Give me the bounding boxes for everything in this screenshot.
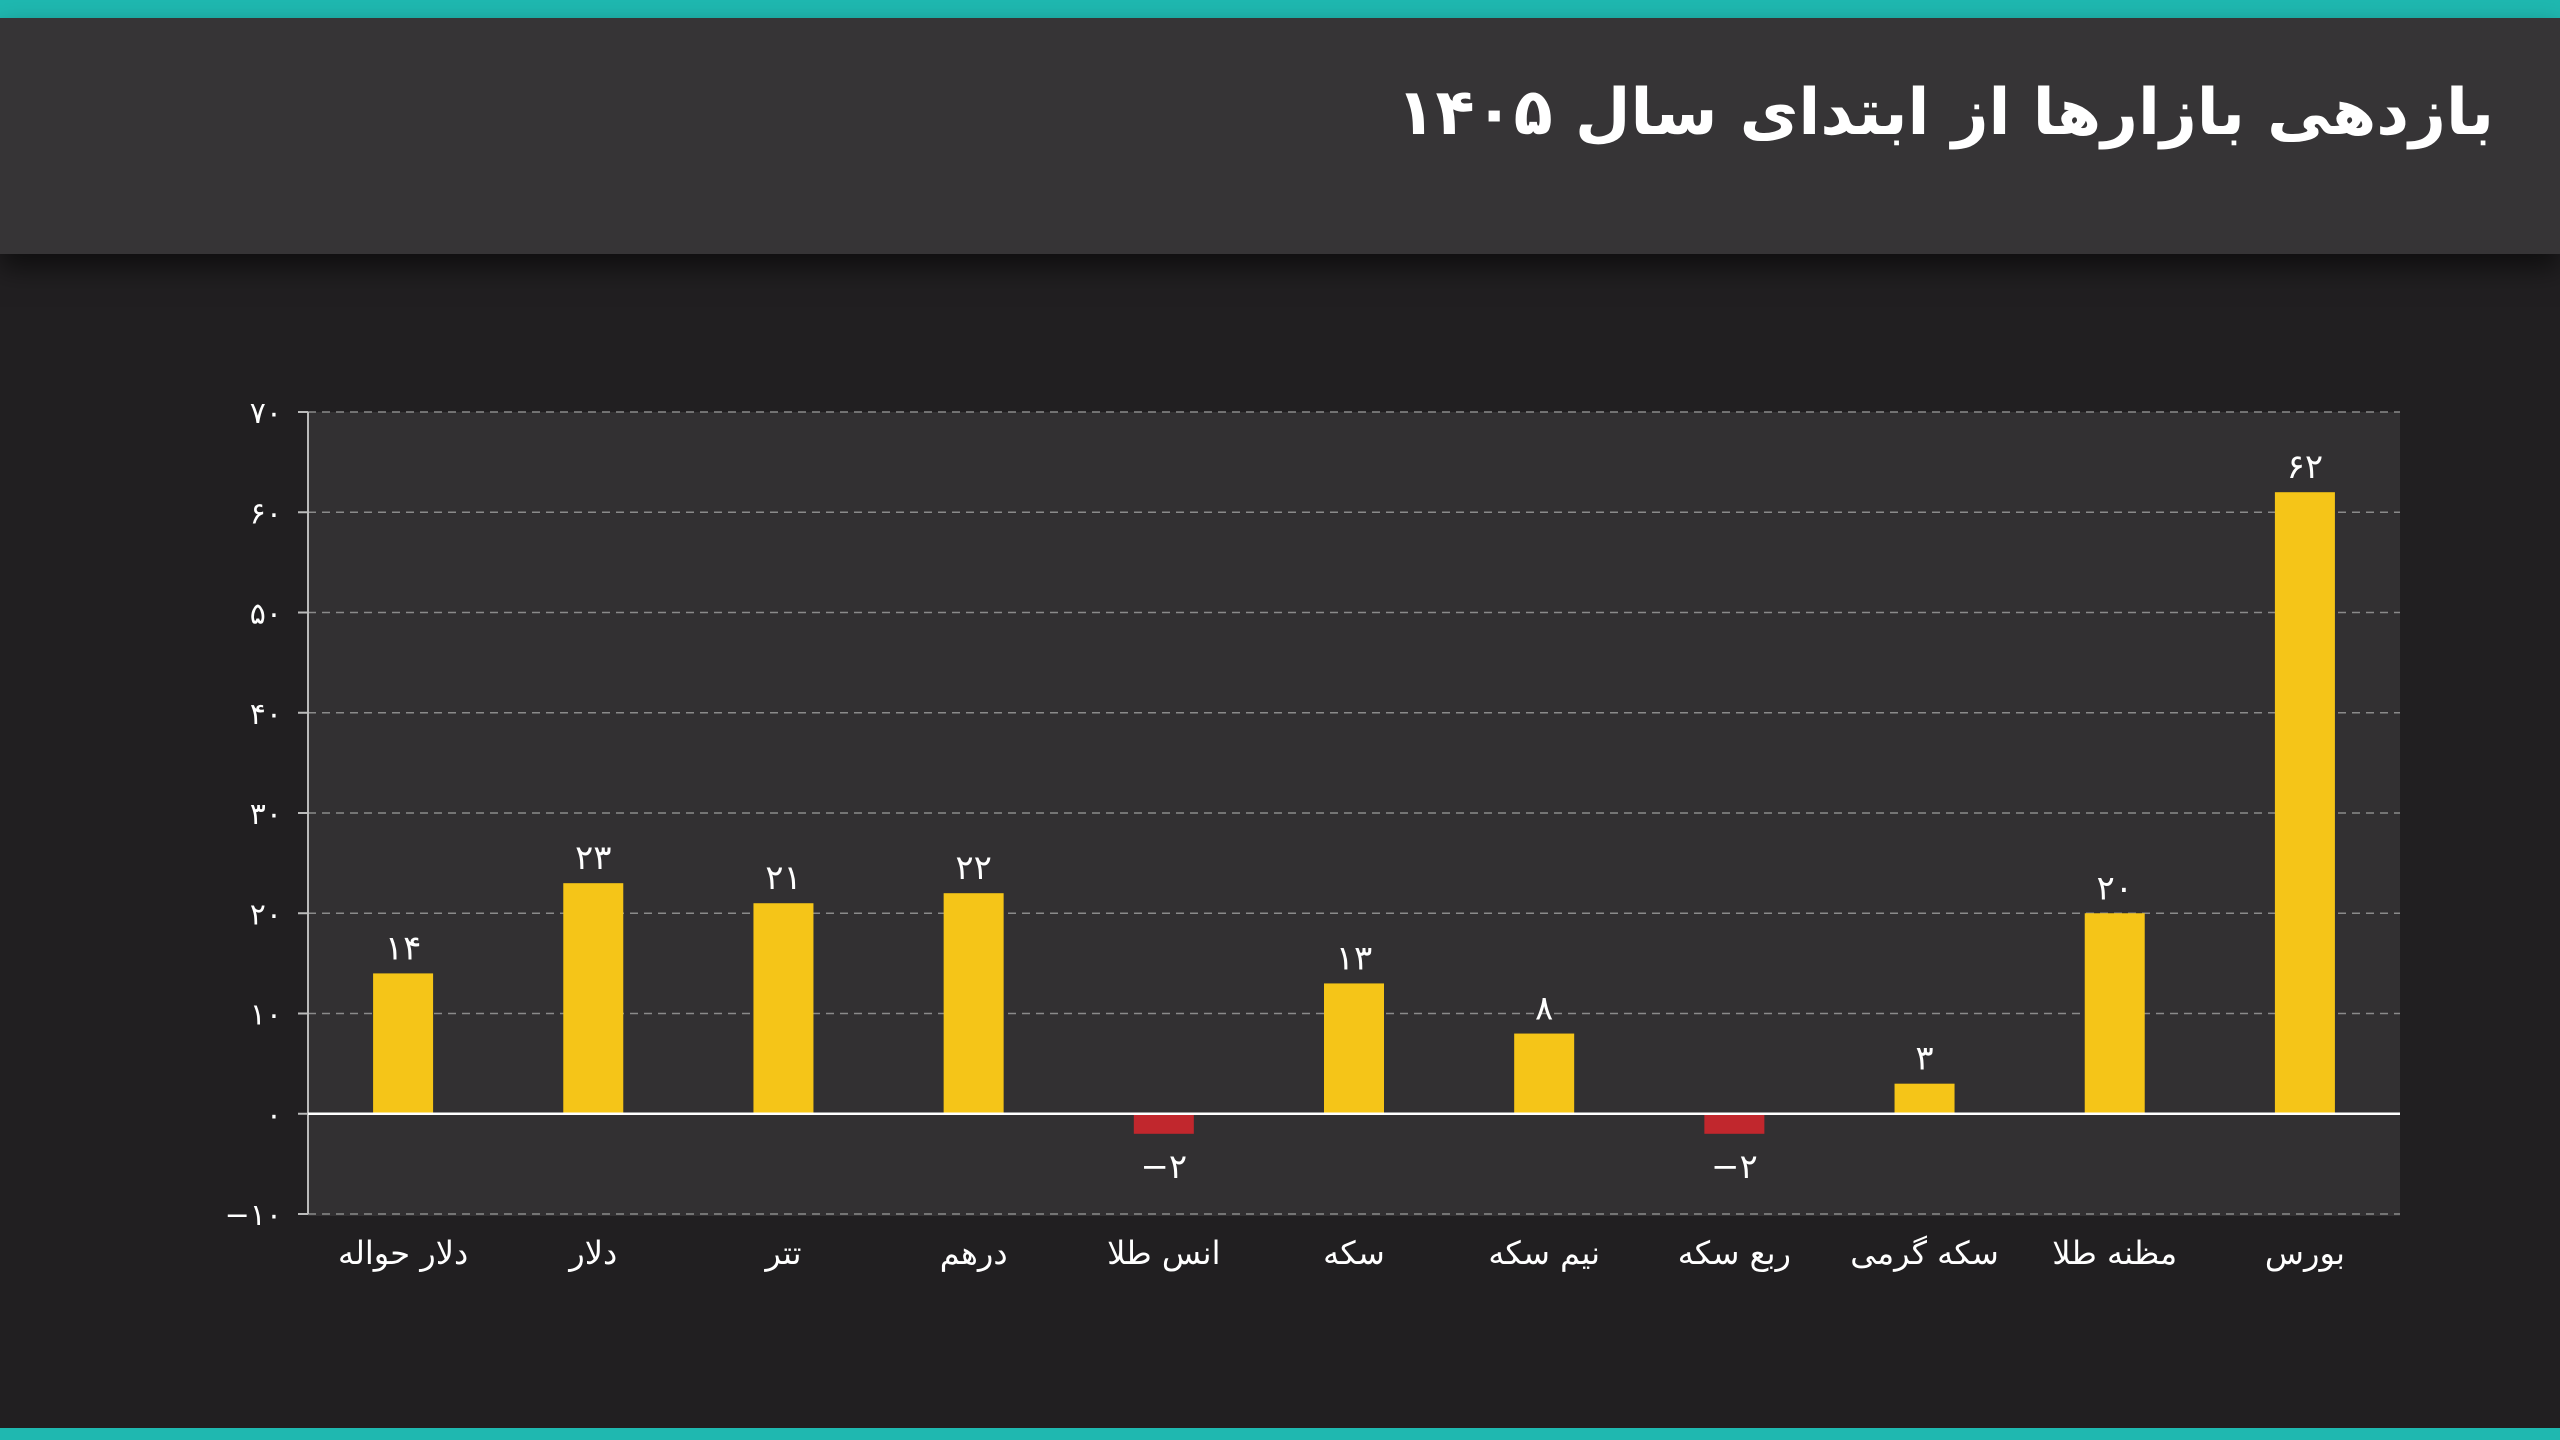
y-tick-label: ۰ [266,1098,282,1133]
header-bar: بازدهی بازارها از ابتدای سال ۱۴۰۵ [0,18,2560,254]
gridlines [308,411,2400,1215]
category-label: انس طلا [1107,1234,1220,1272]
category-label: نیم سکه [1488,1234,1600,1272]
data-label: −۲ [1140,1147,1187,1187]
category-label: ربع سکه [1678,1234,1791,1272]
bar-2 [563,883,624,1114]
bar-10 [2084,913,2145,1114]
bar-3 [753,903,814,1114]
bar-6 [1324,983,1384,1114]
bar-11 [2274,492,2335,1114]
data-label: ۸ [1535,989,1553,1029]
y-tick-label: ۷۰ [250,396,282,431]
bottom-accent-stripe [0,1428,2560,1440]
bar-7 [1514,1033,1575,1114]
category-label: بورس [2265,1234,2345,1272]
category-label: دلار حواله [338,1234,468,1272]
data-label: ۱۴ [385,928,422,968]
category-label: درهم [940,1234,1008,1272]
bar-9 [1894,1083,1955,1114]
y-tick-label: ۶۰ [250,496,282,531]
data-label: ۶۲ [2287,447,2324,487]
category-label: دلار [567,1234,617,1272]
bar-5 [1133,1113,1194,1134]
bar-4 [943,893,1004,1114]
bars [373,492,2335,1134]
y-tick-label: −۱۰ [225,1198,282,1233]
data-label: ۳ [1915,1039,1933,1079]
category-label: تتر [763,1234,801,1272]
bar-1 [373,973,434,1114]
category-label: سکه گرمی [1850,1234,1999,1272]
axes [298,411,2400,1215]
y-tick-label: ۱۰ [250,998,282,1033]
y-tick-label: ۴۰ [250,697,282,732]
page-title: بازدهی بازارها از ابتدای سال ۱۴۰۵ [1396,76,2494,150]
category-label: مظنه طلا [2052,1234,2177,1272]
top-accent-stripe [0,0,2560,18]
y-tick-label: ۵۰ [250,597,282,632]
data-label: ۱۳ [1336,938,1373,978]
category-label: سکه [1323,1234,1385,1272]
data-label: ۲۰ [2096,868,2133,908]
data-label: ۲۲ [955,848,992,888]
y-tick-label: ۳۰ [250,797,282,832]
labels: −۱۰ ۰ ۱۰ ۲۰ ۳۰ ۴۰ ۵۰ ۶۰ ۷۰ ۱۴ دلار حواله ۲۳ دلار ۲۱ تت… [225,396,2345,1272]
bar-8 [1704,1113,1765,1134]
y-tick-label: ۲۰ [250,897,282,932]
data-label: ۲۱ [765,858,802,898]
data-label: −۲ [1711,1147,1758,1187]
data-label: ۲۳ [575,838,612,878]
